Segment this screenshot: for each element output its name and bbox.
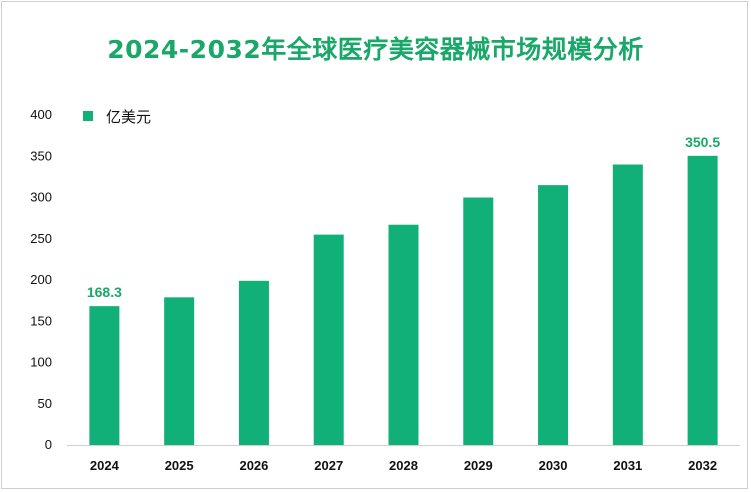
bars xyxy=(89,155,718,445)
bar-2028 xyxy=(388,224,419,445)
y-tick-label: 250 xyxy=(30,231,52,246)
bar-2030 xyxy=(538,185,569,445)
x-tick-label: 2031 xyxy=(613,458,642,473)
y-axis: 0 50 100 150 200 250 300 350 400 xyxy=(30,107,52,452)
data-label-2032: 350.5 xyxy=(685,134,720,150)
legend-label: 亿美元 xyxy=(106,108,151,126)
x-tick-label: 2029 xyxy=(464,458,493,473)
bar-2026 xyxy=(238,280,269,445)
bar-2029 xyxy=(463,197,494,445)
legend: 亿美元 xyxy=(83,108,151,126)
bar-2027 xyxy=(313,234,344,445)
x-tick-label: 2028 xyxy=(389,458,418,473)
bar-2024 xyxy=(89,306,120,445)
x-tick-label: 2030 xyxy=(539,458,568,473)
y-tick-label: 50 xyxy=(38,396,52,411)
y-tick-label: 350 xyxy=(30,148,52,163)
x-tick-label: 2024 xyxy=(90,458,120,473)
legend-swatch xyxy=(83,111,93,121)
y-tick-label: 400 xyxy=(30,107,52,122)
x-tick-label: 2026 xyxy=(239,458,268,473)
bar-2032 xyxy=(687,155,718,445)
y-tick-label: 300 xyxy=(30,190,52,205)
y-tick-label: 0 xyxy=(45,437,52,452)
bar-2025 xyxy=(164,297,195,445)
x-tick-label: 2032 xyxy=(688,458,717,473)
chart-title: 2024-2032年全球医疗美容器械市场规模分析 xyxy=(107,35,644,64)
y-tick-label: 150 xyxy=(30,313,52,328)
data-label-2024: 168.3 xyxy=(87,284,122,300)
data-labels: 168.3 350.5 xyxy=(87,134,720,300)
bar-2031 xyxy=(612,164,643,445)
x-axis: 2024 2025 2026 2027 2028 2029 2030 2031 2032 xyxy=(67,445,740,473)
y-tick-label: 200 xyxy=(30,272,52,287)
y-tick-label: 100 xyxy=(30,355,52,370)
x-tick-label: 2027 xyxy=(314,458,343,473)
x-tick-label: 2025 xyxy=(165,458,194,473)
